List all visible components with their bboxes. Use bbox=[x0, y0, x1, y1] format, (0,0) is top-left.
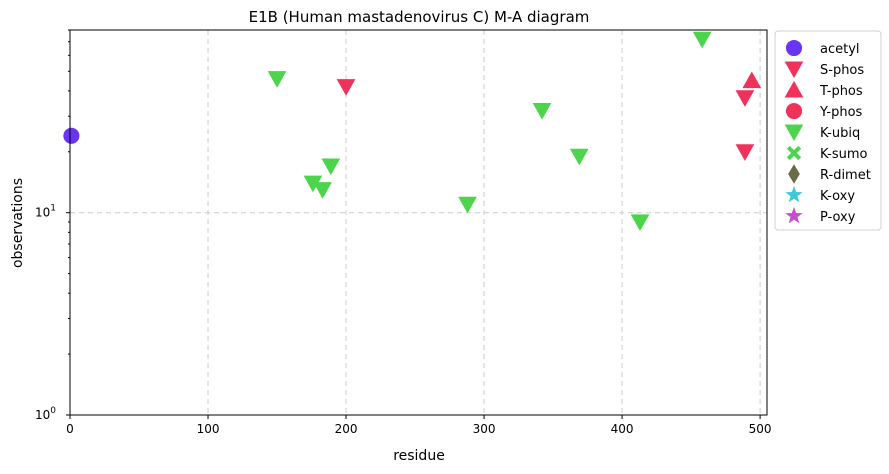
data-point-k-ubiq bbox=[267, 71, 287, 88]
data-point-s-phos bbox=[735, 90, 755, 107]
y-tick-exponent: 0 bbox=[50, 406, 56, 416]
legend-label: K-ubiq bbox=[820, 126, 860, 141]
legend: acetyl S-phos T-phos Y-phos K-ubiq K-sumo R-di… bbox=[774, 30, 882, 231]
legend-marker-y-phos bbox=[785, 102, 803, 120]
legend-label: Y-phos bbox=[819, 105, 863, 120]
data-point-k-ubiq bbox=[458, 196, 477, 214]
x-tick-label: 0 bbox=[66, 422, 74, 436]
data-point-k-ubiq bbox=[321, 158, 341, 176]
x-tick-label: 300 bbox=[473, 422, 496, 436]
legend-marker-k-oxy bbox=[785, 185, 803, 203]
data-point-k-ubiq bbox=[569, 148, 589, 166]
data-points bbox=[63, 31, 762, 232]
chart-title: E1B (Human mastadenovirus C) M-A diagram bbox=[249, 8, 590, 26]
x-axis-ticks: 0 100 200 300 400 500 bbox=[66, 415, 772, 436]
x-tick-label: 200 bbox=[335, 422, 358, 436]
data-point-k-ubiq bbox=[313, 182, 332, 199]
x-tick-label: 500 bbox=[749, 422, 772, 436]
legend-marker-r-dimet bbox=[788, 164, 800, 184]
legend-marker-t-phos bbox=[784, 80, 804, 98]
legend-label: K-oxy bbox=[820, 189, 855, 204]
y-tick-base: 10 bbox=[35, 206, 50, 220]
legend-label: S-phos bbox=[820, 63, 864, 78]
data-point-t-phos bbox=[742, 71, 762, 89]
plot-frame bbox=[69, 29, 768, 416]
x-tick-label: 400 bbox=[611, 422, 634, 436]
data-point-k-ubiq bbox=[303, 175, 323, 193]
legend-marker-s-phos bbox=[784, 61, 804, 79]
x-tick-label: 100 bbox=[197, 422, 220, 436]
data-point-k-ubiq bbox=[532, 102, 552, 120]
legend-label: acetyl bbox=[820, 42, 860, 57]
legend-marker-k-sumo bbox=[786, 145, 802, 161]
y-axis-label: observations bbox=[10, 178, 26, 268]
data-point-acetyl bbox=[63, 127, 80, 144]
legend-marker-acetyl bbox=[785, 39, 803, 57]
y-tick-label: 100 bbox=[35, 406, 56, 422]
y-tick-exponent: 1 bbox=[50, 204, 56, 214]
y-tick-base: 10 bbox=[35, 408, 50, 422]
data-point-k-ubiq bbox=[630, 214, 650, 232]
data-point-s-phos bbox=[336, 79, 356, 96]
x-axis-label: residue bbox=[393, 448, 445, 464]
data-point-k-ubiq bbox=[692, 31, 712, 49]
y-tick-label: 101 bbox=[35, 204, 56, 220]
legend-label: T-phos bbox=[819, 84, 863, 99]
grid bbox=[69, 30, 767, 415]
legend-label: P-oxy bbox=[820, 210, 856, 225]
legend-label: R-dimet bbox=[820, 168, 871, 183]
legend-label: K-sumo bbox=[820, 147, 868, 162]
data-point-s-phos bbox=[735, 144, 755, 161]
legend-marker-k-ubiq bbox=[784, 124, 804, 142]
legend-marker-p-oxy bbox=[785, 206, 803, 224]
legend-frame bbox=[774, 30, 882, 231]
